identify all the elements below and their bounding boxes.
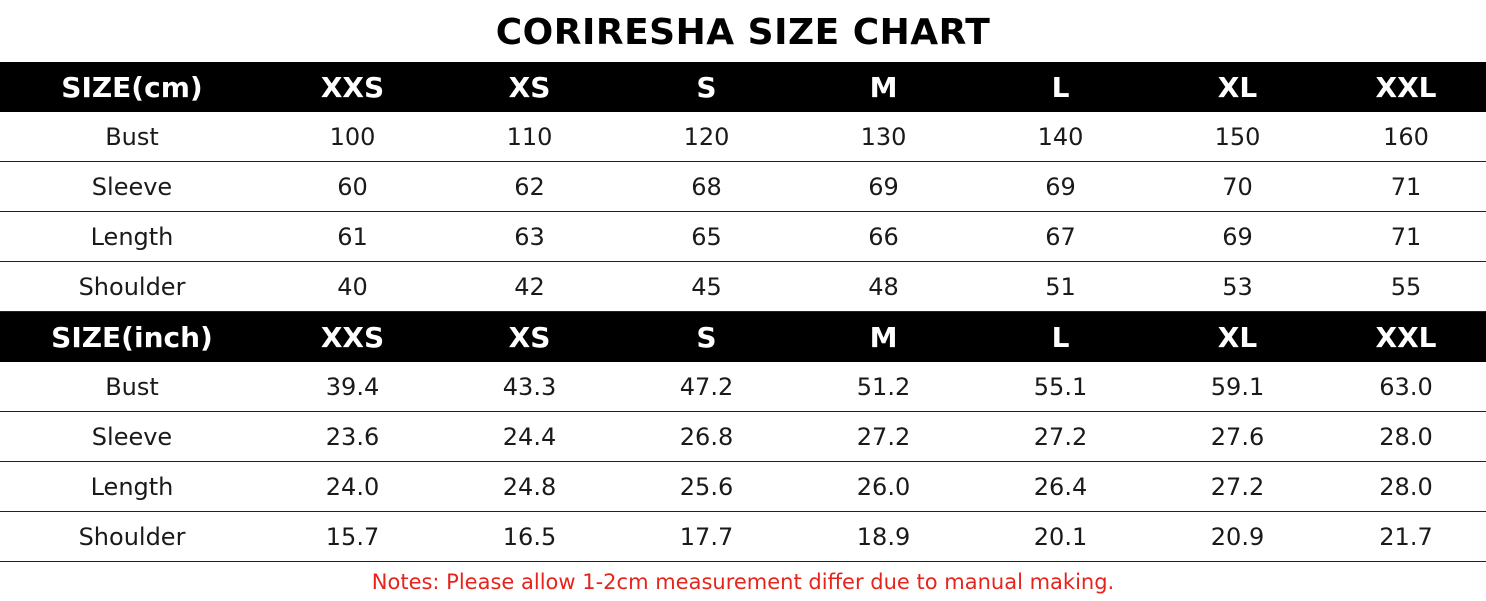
table-cell: 59.1 (1149, 362, 1326, 412)
table-cell: 25.6 (618, 461, 795, 512)
table-cell: 63 (441, 211, 618, 262)
size-chart-table: SIZE(cm) XXS XS S M L XL XXL Bust 100 11… (0, 62, 1486, 562)
table-cell: 20.9 (1149, 511, 1326, 562)
table-cell: 69 (1149, 211, 1326, 262)
table-cell: 160 (1326, 112, 1486, 162)
cm-header-label: SIZE(cm) (0, 62, 264, 112)
row-label: Sleeve (0, 411, 264, 462)
table-cell: 69 (795, 161, 972, 212)
size-header-xxs: XXS (264, 62, 441, 112)
size-header-xxs: XXS (264, 311, 441, 362)
table-cell: 28.0 (1326, 411, 1486, 462)
size-header-l: L (972, 62, 1149, 112)
table-cell: 130 (795, 112, 972, 162)
table-cell: 62 (441, 161, 618, 212)
size-header-m: M (795, 62, 972, 112)
table-cell: 71 (1326, 211, 1486, 262)
table-cell: 27.2 (1149, 461, 1326, 512)
inch-header-row: SIZE(inch) XXS XS S M L XL XXL (0, 311, 1486, 362)
size-header-s: S (618, 311, 795, 362)
row-label: Sleeve (0, 161, 264, 212)
table-cell: 43.3 (441, 362, 618, 412)
table-cell: 61 (264, 211, 441, 262)
size-header-xxl: XXL (1326, 62, 1486, 112)
table-cell: 55 (1326, 261, 1486, 312)
table-row: Length 61 63 65 66 67 69 71 (0, 211, 1486, 262)
measurement-note: Notes: Please allow 1-2cm measurement di… (371, 570, 1115, 594)
row-label: Bust (0, 112, 264, 162)
table-row: Shoulder 40 42 45 48 51 53 55 (0, 261, 1486, 312)
page-title: CORIRESHA SIZE CHART (495, 12, 991, 53)
table-cell: 26.8 (618, 411, 795, 462)
table-cell: 68 (618, 161, 795, 212)
table-cell: 55.1 (972, 362, 1149, 412)
table-cell: 27.6 (1149, 411, 1326, 462)
table-cell: 18.9 (795, 511, 972, 562)
table-cell: 71 (1326, 161, 1486, 212)
table-cell: 51 (972, 261, 1149, 312)
table-cell: 47.2 (618, 362, 795, 412)
table-cell: 40 (264, 261, 441, 312)
table-cell: 17.7 (618, 511, 795, 562)
table-cell: 26.0 (795, 461, 972, 512)
row-label: Length (0, 211, 264, 262)
table-cell: 69 (972, 161, 1149, 212)
table-cell: 16.5 (441, 511, 618, 562)
table-cell: 140 (972, 112, 1149, 162)
table-cell: 63.0 (1326, 362, 1486, 412)
table-cell: 100 (264, 112, 441, 162)
table-cell: 67 (972, 211, 1149, 262)
table-cell: 28.0 (1326, 461, 1486, 512)
size-header-xxl: XXL (1326, 311, 1486, 362)
table-cell: 23.6 (264, 411, 441, 462)
table-row: Bust 39.4 43.3 47.2 51.2 55.1 59.1 63.0 (0, 362, 1486, 412)
cm-header-row: SIZE(cm) XXS XS S M L XL XXL (0, 62, 1486, 112)
row-label: Shoulder (0, 261, 264, 312)
table-cell: 48 (795, 261, 972, 312)
size-header-xs: XS (441, 311, 618, 362)
table-cell: 15.7 (264, 511, 441, 562)
table-row: Length 24.0 24.8 25.6 26.0 26.4 27.2 28.… (0, 461, 1486, 512)
table-row: Shoulder 15.7 16.5 17.7 18.9 20.1 20.9 2… (0, 511, 1486, 562)
table-cell: 60 (264, 161, 441, 212)
size-header-xl: XL (1149, 62, 1326, 112)
table-cell: 66 (795, 211, 972, 262)
table-cell: 26.4 (972, 461, 1149, 512)
size-header-s: S (618, 62, 795, 112)
table-cell: 24.8 (441, 461, 618, 512)
table-cell: 39.4 (264, 362, 441, 412)
table-cell: 42 (441, 261, 618, 312)
table-cell: 27.2 (972, 411, 1149, 462)
table-cell: 27.2 (795, 411, 972, 462)
table-cell: 53 (1149, 261, 1326, 312)
size-header-m: M (795, 311, 972, 362)
table-cell: 45 (618, 261, 795, 312)
size-header-l: L (972, 311, 1149, 362)
table-cell: 65 (618, 211, 795, 262)
table-cell: 51.2 (795, 362, 972, 412)
table-row: Bust 100 110 120 130 140 150 160 (0, 112, 1486, 162)
size-header-xs: XS (441, 62, 618, 112)
table-cell: 110 (441, 112, 618, 162)
row-label: Bust (0, 362, 264, 412)
row-label: Length (0, 461, 264, 512)
table-row: Sleeve 60 62 68 69 69 70 71 (0, 161, 1486, 212)
table-cell: 20.1 (972, 511, 1149, 562)
table-cell: 21.7 (1326, 511, 1486, 562)
size-header-xl: XL (1149, 311, 1326, 362)
row-label: Shoulder (0, 511, 264, 562)
table-row: Sleeve 23.6 24.4 26.8 27.2 27.2 27.6 28.… (0, 411, 1486, 462)
table-cell: 70 (1149, 161, 1326, 212)
table-cell: 120 (618, 112, 795, 162)
table-cell: 24.0 (264, 461, 441, 512)
inch-header-label: SIZE(inch) (0, 311, 264, 362)
table-cell: 150 (1149, 112, 1326, 162)
table-cell: 24.4 (441, 411, 618, 462)
